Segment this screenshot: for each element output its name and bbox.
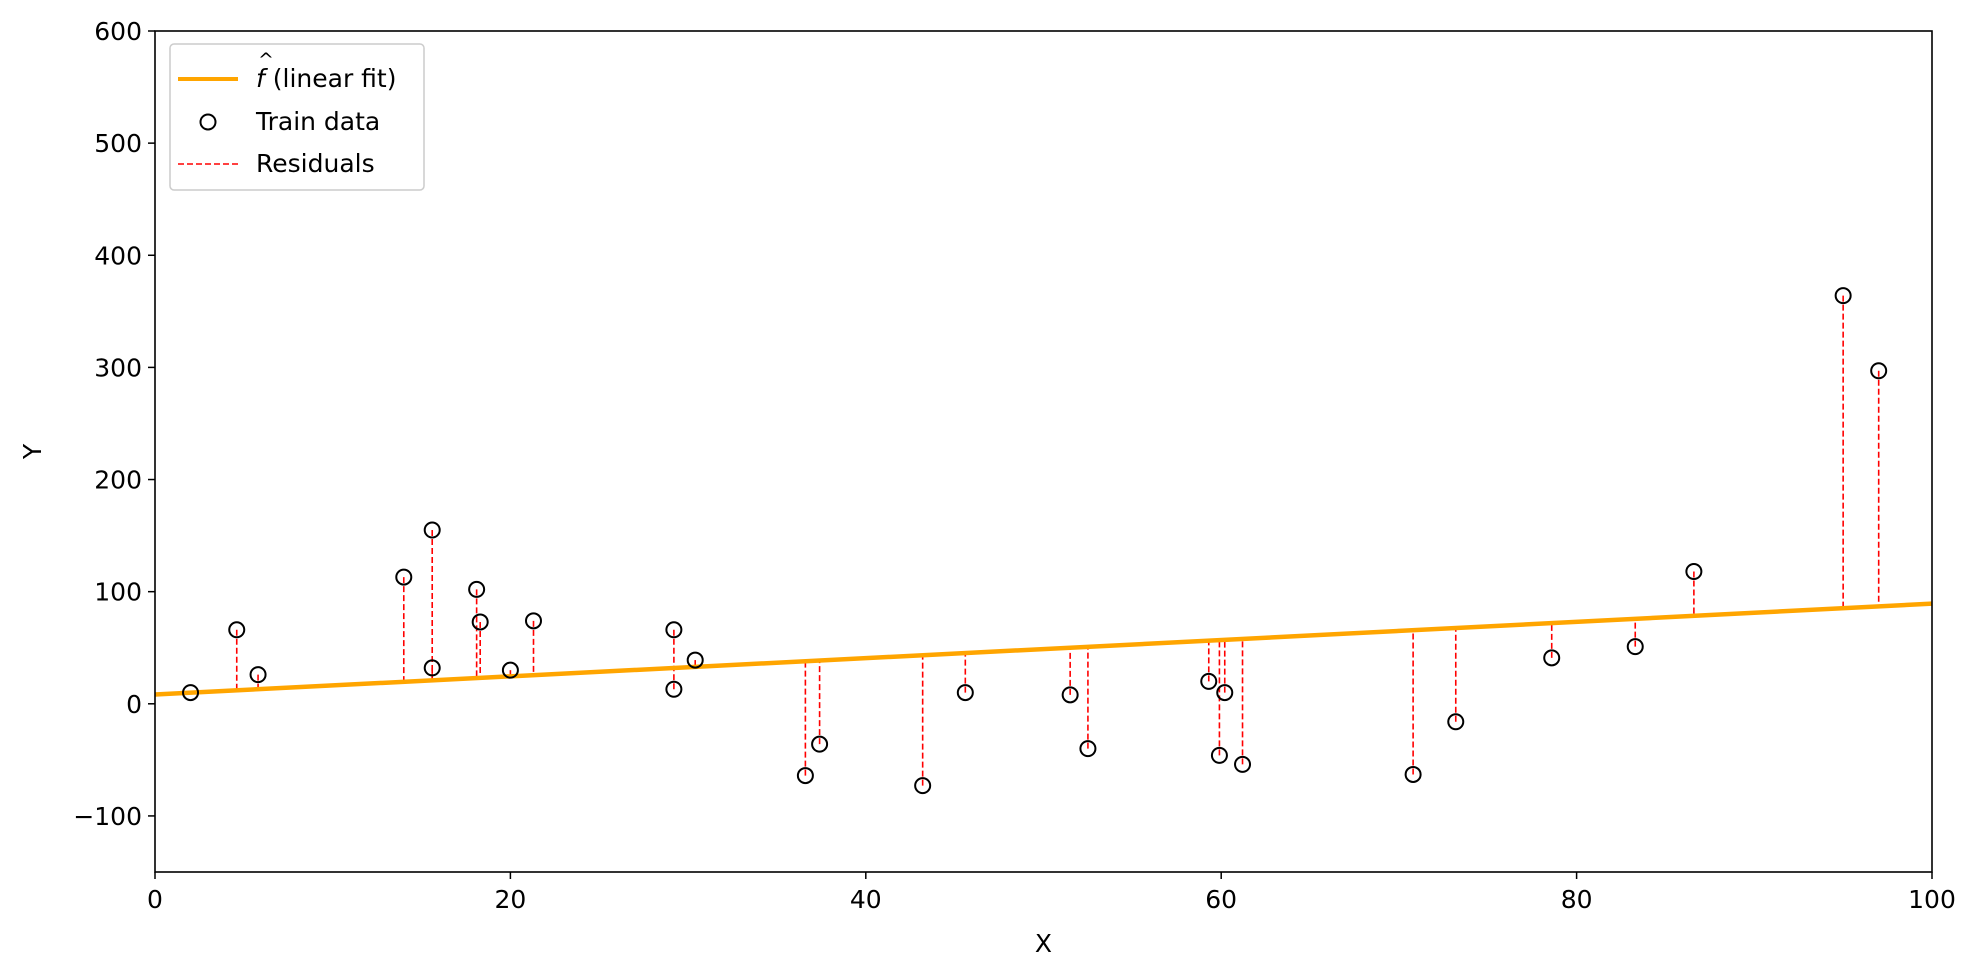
data-point-6 <box>468 580 486 598</box>
y-tick-label-7: 600 <box>94 17 142 46</box>
data-point-16 <box>956 684 974 702</box>
x-axis-title: X <box>1035 929 1052 958</box>
data-point-13 <box>796 767 814 785</box>
data-point-1 <box>228 621 246 639</box>
data-point-3 <box>395 568 413 586</box>
y-tick-label-5: 400 <box>94 241 142 270</box>
data-point-17 <box>1061 686 1079 704</box>
data-point-22 <box>1234 755 1252 773</box>
fit-layer <box>154 601 1933 697</box>
data-point-23 <box>1404 765 1422 783</box>
data-point-28 <box>1834 287 1852 305</box>
plot-frame <box>154 30 1933 873</box>
data-point-20 <box>1210 746 1228 764</box>
x-tick-label-2: 40 <box>850 885 882 914</box>
data-point-26 <box>1626 638 1644 656</box>
data-point-4 <box>423 521 441 539</box>
y-tick-label-0: −100 <box>73 802 142 831</box>
x-tick-label-1: 20 <box>494 885 526 914</box>
y-tick-label-3: 200 <box>94 466 142 495</box>
legend: f (linear fit) ^ Train data Residuals <box>169 43 425 191</box>
x-tick-label-3: 60 <box>1205 885 1237 914</box>
data-point-29 <box>1870 362 1888 380</box>
data-point-27 <box>1685 562 1703 580</box>
data-point-11 <box>665 680 683 698</box>
fit-line <box>154 601 1933 697</box>
data-point-14 <box>811 735 829 753</box>
data-point-10 <box>665 621 683 639</box>
data-point-19 <box>1200 672 1218 690</box>
y-tick-label-4: 300 <box>94 353 142 382</box>
data-point-21 <box>1216 684 1234 702</box>
data-point-25 <box>1543 649 1561 667</box>
x-tick-label-0: 0 <box>147 885 163 914</box>
data-point-8 <box>501 661 519 679</box>
points-layer <box>182 287 1888 795</box>
data-point-24 <box>1447 713 1465 731</box>
legend-fit-label: f (linear fit) <box>256 64 396 93</box>
y-axis-title: Y <box>18 443 47 460</box>
data-point-12 <box>686 651 704 669</box>
data-point-0 <box>182 684 200 702</box>
data-point-7 <box>471 613 489 631</box>
y-tick-label-6: 500 <box>94 129 142 158</box>
data-point-18 <box>1079 740 1097 758</box>
data-point-2 <box>249 666 267 684</box>
x-tick-label-4: 80 <box>1561 885 1593 914</box>
legend-data-swatch <box>199 113 217 131</box>
data-point-9 <box>525 612 543 630</box>
legend-data-label: Train data <box>255 107 380 136</box>
data-point-15 <box>914 777 932 795</box>
y-tick-label-1: 0 <box>126 690 142 719</box>
legend-residuals-label: Residuals <box>256 149 375 178</box>
data-point-5 <box>423 659 441 677</box>
x-tick-label-5: 100 <box>1908 885 1956 914</box>
legend-hat-glyph: ^ <box>258 49 274 71</box>
axes-layer: 0 20 40 60 80 100 −100 0 100 200 300 400 500 600 X Y <box>18 17 1956 958</box>
y-tick-label-2: 100 <box>94 578 142 607</box>
